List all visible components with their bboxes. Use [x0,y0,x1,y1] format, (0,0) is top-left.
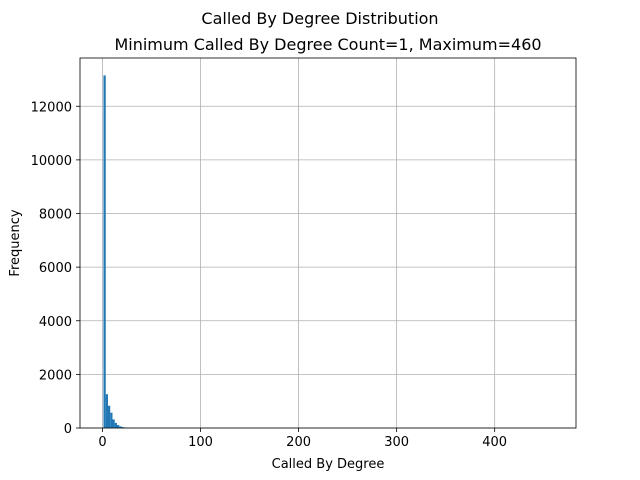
chart-suptitle: Called By Degree Distribution [201,9,438,28]
histogram-bar [103,75,106,428]
y-tick-label: 2000 [39,368,72,383]
y-tick-label: 0 [64,422,72,437]
x-tick-label: 0 [98,435,106,450]
x-tick-label: 400 [482,435,507,450]
y-axis-ticks: 0 2000 4000 6000 8000 10000 12000 [31,100,80,437]
histogram-bar [110,412,113,428]
x-axis-label: Called By Degree [272,457,385,472]
y-tick-label: 6000 [39,261,72,276]
histogram-bar [112,419,115,428]
histogram-bar [119,426,122,428]
grid-lines [80,58,576,429]
y-tick-label: 10000 [31,154,72,169]
histogram-bar [107,405,111,428]
x-axis-ticks: 0 100 200 300 400 [98,428,507,450]
x-tick-label: 300 [384,435,409,450]
histogram-bar [114,422,117,428]
histogram-bar [116,425,120,428]
chart-title: Minimum Called By Degree Count=1, Maximu… [114,35,541,54]
plot-frame [79,57,577,429]
histogram-bars [103,75,131,428]
y-tick-label: 8000 [39,208,72,223]
x-tick-label: 100 [188,435,213,450]
x-tick-label: 200 [286,435,311,450]
y-tick-label: 4000 [39,315,72,330]
y-axis-label: Frequency [8,209,23,276]
y-tick-label: 12000 [31,100,72,115]
histogram-bar [105,394,108,428]
histogram-bar [121,427,124,428]
